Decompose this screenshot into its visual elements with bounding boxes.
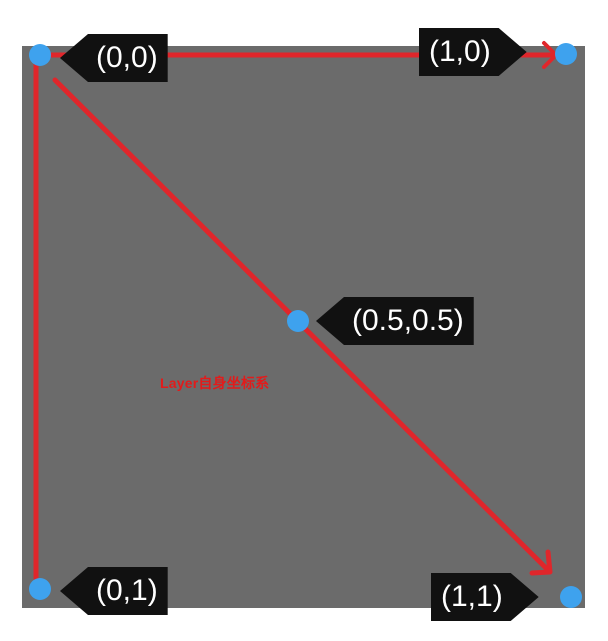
diagonal-arrowhead bbox=[529, 549, 553, 576]
center-label: (0.5,0.5) bbox=[316, 297, 474, 345]
bottom-left-point bbox=[29, 578, 51, 600]
origin-point bbox=[29, 44, 51, 66]
center-point bbox=[287, 310, 309, 332]
layer-coordinate-caption: Layer自身坐标系 bbox=[160, 375, 270, 391]
top-right-point bbox=[555, 43, 577, 65]
bottom-right-point bbox=[560, 586, 582, 608]
